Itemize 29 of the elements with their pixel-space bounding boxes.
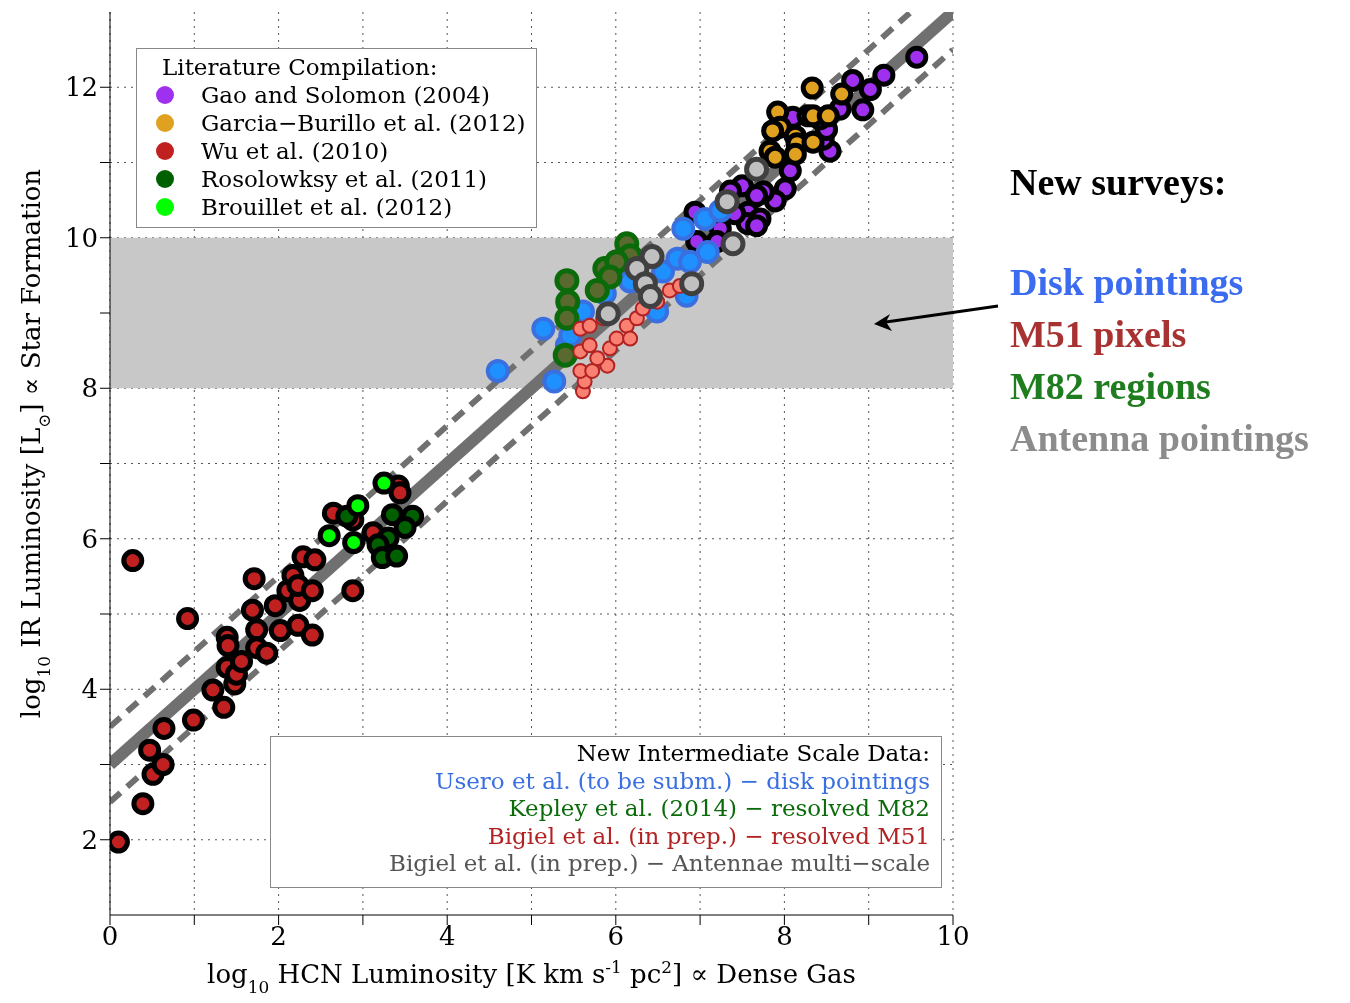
- text: Usero et al. (to be subm.) − disk pointings: [434, 767, 930, 796]
- y-tick-label: 8: [81, 373, 98, 404]
- x-tick-label: 4: [438, 921, 456, 952]
- legend-label: Gao and Solomon (2004): [201, 81, 490, 109]
- x-tick-label: 2: [270, 921, 287, 952]
- legend-label: Rosolowksy et al. (2011): [201, 165, 488, 193]
- x-tick-label: 10: [936, 921, 970, 952]
- legend-label: Wu et al. (2010): [201, 137, 389, 165]
- x-tick-label: 6: [607, 921, 625, 952]
- y-tick-label: 4: [81, 674, 98, 705]
- annotation: New Intermediate Scale Data:: [575, 740, 930, 768]
- legend-label: Brouillet et al. (2012): [201, 193, 453, 221]
- text: Antenna pointings: [1010, 416, 1309, 460]
- text: Bigiel et al. (in prep.) − resolved M51: [486, 822, 930, 851]
- text: M82 regions: [1010, 364, 1211, 408]
- text: M51 pixels: [1010, 312, 1187, 356]
- text: New surveys:: [1010, 160, 1227, 204]
- y-tick-label: 12: [64, 72, 98, 103]
- text: Kepley et al. (2014) − resolved M82: [507, 795, 930, 823]
- legend-label: Garcia−Burillo et al. (2012): [201, 109, 526, 137]
- text: Bigiel et al. (in prep.) − Antennae multi−scale: [388, 850, 930, 878]
- y-tick-label: 2: [81, 824, 98, 855]
- x-axis-title: log$_{10}$ HCN Luminosity [K km s$^{-1}$ pc$^{2}$] ∝ Dense Gas: [207, 957, 856, 997]
- x-tick-label: 8: [776, 921, 793, 952]
- legend-title: Literature Compilation:: [161, 53, 439, 81]
- y-tick-label: 6: [81, 523, 98, 554]
- x-tick-label: 0: [101, 921, 119, 952]
- y-tick-label: 10: [64, 222, 98, 253]
- text: Disk pointings: [1010, 260, 1244, 304]
